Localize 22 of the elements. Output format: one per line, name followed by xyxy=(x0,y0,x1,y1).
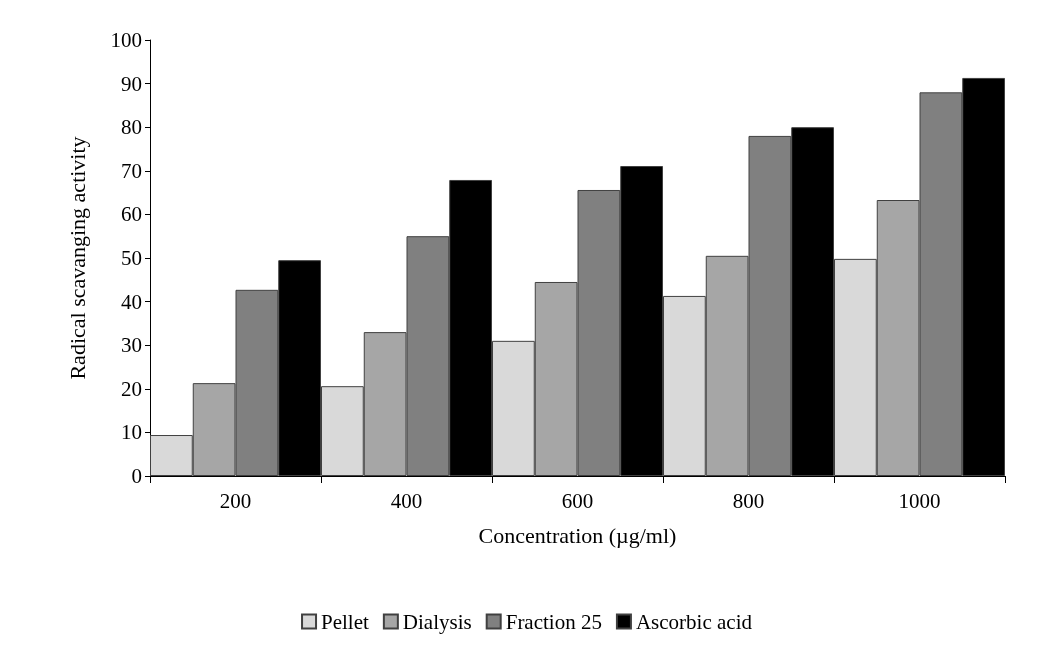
x-axis-title: Concentration (µg/ml) xyxy=(478,522,677,548)
x-tick-label: 400 xyxy=(390,488,423,513)
x-tick-label: 600 xyxy=(561,488,594,513)
y-tick-label: 30 xyxy=(121,333,142,358)
y-tick-label: 50 xyxy=(121,246,142,270)
y-axis-title: Radical scavanging activity xyxy=(64,136,90,380)
y-tick-label: 20 xyxy=(121,376,142,401)
legend-label: Pellet xyxy=(321,609,370,634)
legend-label: Fraction 25 xyxy=(505,609,602,634)
y-tick-label: 80 xyxy=(121,115,142,140)
legend-label: Dialysis xyxy=(402,609,472,634)
y-tick-label: 10 xyxy=(121,420,142,445)
y-tick-label: 0 xyxy=(131,464,142,488)
x-tick-label: 1000 xyxy=(898,488,941,513)
x-tick-label: 200 xyxy=(219,488,252,513)
y-tick-label: 70 xyxy=(121,158,142,183)
y-tick-label: 90 xyxy=(121,71,142,96)
legend-label: Ascorbic acid xyxy=(635,609,753,634)
y-tick-label: 60 xyxy=(121,202,142,227)
y-tick-label: 40 xyxy=(121,289,142,314)
x-tick-label: 800 xyxy=(732,488,765,513)
y-tick-label: 100 xyxy=(110,28,142,52)
